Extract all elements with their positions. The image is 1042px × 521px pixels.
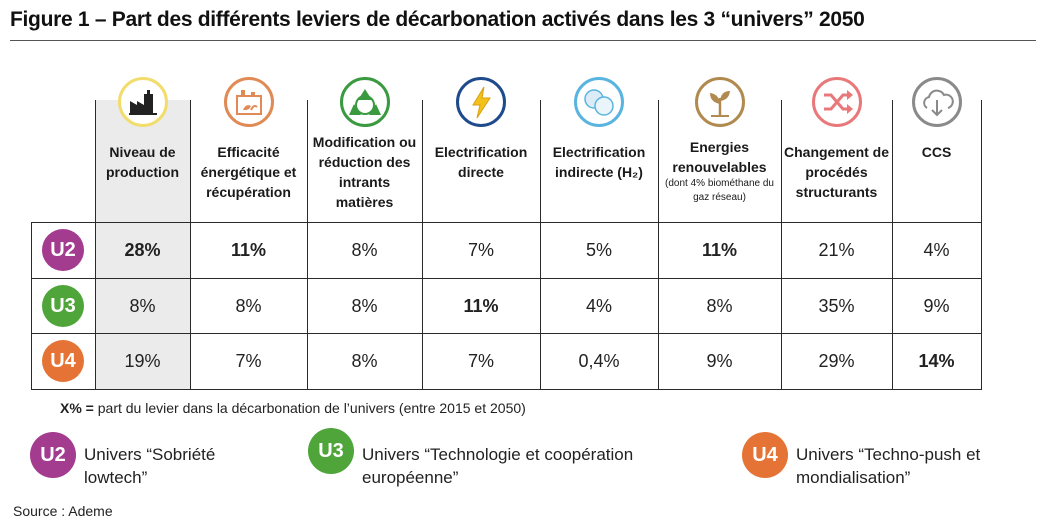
- grid-hline: [31, 389, 982, 390]
- grid-vline: [981, 100, 982, 389]
- column-header: Energies renouvelables (dont 4% biométhan…: [661, 137, 778, 205]
- column-header-label: CCS: [921, 144, 952, 160]
- table-cell: 9%: [923, 295, 950, 316]
- table-cell: 14%: [918, 351, 955, 371]
- legend-label: Univers “Sobriété lowtech”: [84, 445, 216, 487]
- footnote-key: X% =: [60, 400, 94, 416]
- column-header: Niveau de production: [98, 142, 187, 182]
- column-header-label: Energies renouvelables: [672, 139, 767, 175]
- grid-vline: [540, 100, 541, 389]
- table-cell: 8%: [351, 351, 378, 371]
- legend-badge-u3: U3: [308, 428, 354, 474]
- column-header-label: Electrification indirecte (H₂): [552, 144, 646, 180]
- legend-badge-u4: U4: [742, 432, 788, 478]
- grid-vline: [892, 100, 893, 389]
- column-header: Changement de procédés structurants: [784, 142, 889, 202]
- table-cell: 8%: [351, 295, 378, 316]
- column-header: Electrification indirecte (H₂): [543, 142, 655, 182]
- efficient-factory-icon: [223, 77, 274, 127]
- production-column-shade: [95, 100, 190, 389]
- grid-hline: [31, 278, 982, 279]
- title-rule: [10, 40, 1036, 41]
- lightning-icon: [456, 77, 506, 127]
- legend-label: Univers “Technologie et coopération euro…: [362, 445, 634, 487]
- universe-badge-u2: U2: [42, 229, 84, 271]
- cloud-download-icon: [911, 77, 962, 127]
- table-cell: 28%: [124, 240, 161, 260]
- factory-icon: [117, 77, 168, 127]
- universe-badge-u3: U3: [42, 284, 84, 327]
- column-header-note: (dont 4% biométhane du gaz réseau): [665, 178, 774, 203]
- table-cell: 8%: [235, 295, 262, 316]
- footnote: X% = part du levier dans la décarbonatio…: [60, 400, 526, 416]
- table-cell: 9%: [706, 351, 733, 371]
- footnote-text: part du levier dans la décarbonation de …: [93, 400, 526, 416]
- grid-vline: [190, 100, 191, 389]
- table-cell: 5%: [585, 240, 612, 260]
- hydrogen-icon: [574, 77, 624, 127]
- grid-vline: [307, 100, 308, 389]
- table-cell: 8%: [351, 240, 378, 260]
- grid-vline: [422, 100, 423, 389]
- table-cell: 35%: [818, 295, 855, 316]
- column-header-label: Niveau de production: [105, 144, 180, 180]
- grid-vline: [31, 222, 32, 389]
- plant-icon: [694, 77, 745, 127]
- column-header-label: Efficacité énergétique et récupération: [200, 144, 297, 200]
- grid-vline: [781, 100, 782, 389]
- source: Source : Ademe: [13, 503, 113, 519]
- table-cell: 11%: [463, 295, 499, 316]
- table-cell: 11%: [230, 240, 267, 260]
- table-cell: 8%: [706, 295, 733, 316]
- column-header-label: Electrification directe: [434, 144, 528, 180]
- column-header-label: Modification ou réduction des intrants m…: [312, 134, 417, 210]
- column-header: Electrification directe: [425, 142, 537, 182]
- table-cell: 29%: [818, 351, 855, 371]
- legend-badge-u2: U2: [30, 432, 76, 478]
- column-header: CCS: [895, 142, 978, 162]
- grid-hline: [31, 222, 982, 223]
- table-cell: 4%: [585, 295, 612, 316]
- recycle-icon: [339, 77, 390, 127]
- table-cell: 7%: [467, 351, 494, 371]
- column-header: Efficacité énergétique et récupération: [193, 142, 304, 202]
- table-cell: 0,4%: [578, 351, 620, 371]
- grid-hline: [31, 333, 982, 334]
- legend-label: Univers “Techno-push et mondialisation”: [796, 445, 981, 487]
- grid-vline: [658, 100, 659, 389]
- table-cell: 19%: [124, 351, 161, 371]
- column-header-label: Changement de procédés structurants: [784, 144, 890, 200]
- chart-title: Figure 1 – Part des différents leviers d…: [10, 8, 865, 31]
- grid-vline: [95, 100, 96, 389]
- universe-badge-u4: U4: [42, 340, 84, 382]
- table-cell: 7%: [235, 351, 262, 371]
- table-cell: 8%: [129, 295, 156, 316]
- table-cell: 7%: [467, 240, 494, 260]
- table-cell: 11%: [701, 240, 738, 260]
- shuffle-icon: [811, 77, 862, 127]
- column-header: Modification ou réduction des intrants m…: [310, 132, 419, 212]
- table-cell: 21%: [818, 240, 855, 260]
- table-cell: 4%: [923, 240, 950, 260]
